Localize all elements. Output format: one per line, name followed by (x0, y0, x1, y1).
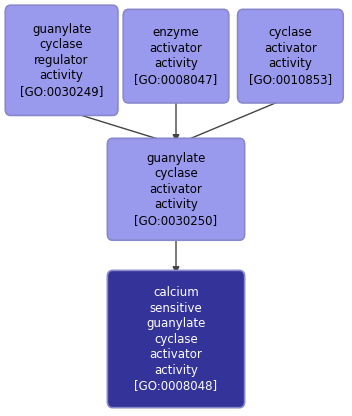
Text: calcium
sensitive
guanylate
cyclase
activator
activity
[GO:0008048]: calcium sensitive guanylate cyclase acti… (134, 286, 218, 392)
FancyBboxPatch shape (107, 138, 245, 240)
Text: guanylate
cyclase
regulator
activity
[GO:0030249]: guanylate cyclase regulator activity [GO… (20, 23, 103, 98)
FancyBboxPatch shape (107, 270, 245, 408)
FancyBboxPatch shape (123, 9, 229, 103)
Text: guanylate
cyclase
activator
activity
[GO:0030250]: guanylate cyclase activator activity [GO… (134, 152, 218, 227)
Text: cyclase
activator
activity
[GO:0010853]: cyclase activator activity [GO:0010853] (249, 26, 332, 86)
FancyBboxPatch shape (5, 5, 118, 115)
Text: enzyme
activator
activity
[GO:0008047]: enzyme activator activity [GO:0008047] (134, 26, 218, 86)
FancyBboxPatch shape (238, 9, 343, 103)
